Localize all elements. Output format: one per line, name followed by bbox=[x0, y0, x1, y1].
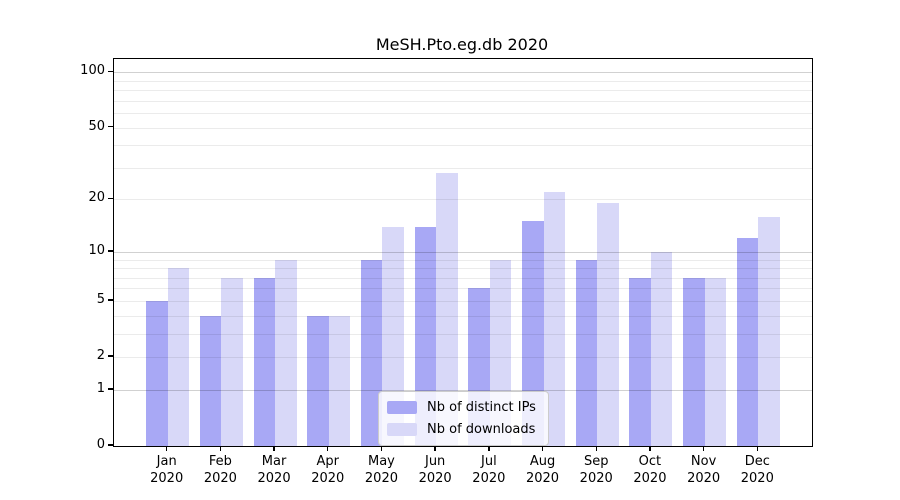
x-tick-label-sep: Sep 2020 bbox=[579, 454, 613, 486]
x-tick-label-nov: Nov 2020 bbox=[687, 454, 721, 486]
y-tick-label-2: 2 bbox=[96, 348, 105, 364]
bar-distinct-ips-jan bbox=[146, 300, 168, 446]
x-tick-nov bbox=[702, 446, 705, 452]
legend-item-distinct-ips: Nb of distinct IPs bbox=[387, 398, 536, 417]
gridline-80 bbox=[114, 90, 812, 92]
y-tick-20 bbox=[108, 197, 113, 200]
y-tick-10 bbox=[108, 250, 113, 252]
y-tick-label-5: 5 bbox=[96, 291, 105, 307]
x-tick-label-jun: Jun 2020 bbox=[418, 454, 452, 486]
legend-label-downloads: Nb of downloads bbox=[427, 422, 536, 437]
gridline-30 bbox=[114, 167, 812, 169]
chart-title: MeSH.Pto.eg.db 2020 bbox=[375, 35, 549, 54]
x-tick-aug bbox=[541, 446, 544, 452]
bar-distinct-ips-apr bbox=[307, 315, 329, 446]
bar-distinct-ips-dec bbox=[736, 238, 759, 446]
x-tick-label-jul: Jul 2020 bbox=[472, 454, 506, 486]
y-tick-label-1: 1 bbox=[96, 380, 105, 396]
x-tick-sep bbox=[595, 446, 597, 452]
gridline-20 bbox=[114, 199, 812, 201]
y-tick-label-10: 10 bbox=[88, 242, 105, 258]
bar-downloads-jun bbox=[436, 173, 458, 446]
x-tick-apr bbox=[327, 446, 329, 452]
gridline-8 bbox=[114, 268, 812, 270]
bar-distinct-ips-may bbox=[360, 259, 383, 446]
y-tick-50 bbox=[108, 125, 113, 128]
gridline-70 bbox=[114, 100, 812, 102]
gridline-100 bbox=[114, 72, 812, 74]
x-tick-label-may: May 2020 bbox=[364, 454, 398, 486]
gridline-60 bbox=[114, 113, 812, 115]
bar-downloads-sep bbox=[597, 203, 619, 446]
bar-downloads-feb bbox=[221, 277, 243, 446]
gridline-10 bbox=[114, 251, 812, 253]
bar-downloads-dec bbox=[758, 216, 780, 446]
x-tick-label-apr: Apr 2020 bbox=[311, 454, 345, 486]
x-tick-oct bbox=[649, 446, 651, 452]
y-tick-label-100: 100 bbox=[80, 63, 105, 79]
bar-downloads-mar bbox=[275, 259, 297, 446]
x-tick-label-dec: Dec 2020 bbox=[740, 454, 774, 486]
x-tick-jun bbox=[434, 446, 436, 452]
x-tick-mar bbox=[273, 446, 275, 452]
legend-label-distinct-ips: Nb of distinct IPs bbox=[427, 400, 536, 415]
bar-distinct-ips-sep bbox=[575, 259, 598, 446]
bar-distinct-ips-mar bbox=[253, 277, 276, 446]
y-tick-100 bbox=[108, 70, 113, 72]
legend-swatch-downloads bbox=[387, 423, 417, 436]
y-tick-label-0: 0 bbox=[96, 437, 105, 452]
bar-distinct-ips-aug bbox=[522, 221, 544, 446]
x-tick-jan bbox=[165, 446, 168, 452]
gridline-50 bbox=[114, 127, 812, 129]
bar-distinct-ips-nov bbox=[683, 277, 705, 446]
gridline-9 bbox=[114, 259, 812, 261]
bar-distinct-ips-feb bbox=[199, 315, 222, 446]
legend-swatch-distinct-ips bbox=[387, 401, 417, 414]
gridline-90 bbox=[114, 80, 812, 82]
x-tick-jul bbox=[488, 446, 490, 452]
y-tick-0 bbox=[108, 444, 113, 446]
x-tick-label-aug: Aug 2020 bbox=[525, 454, 560, 486]
x-tick-feb bbox=[219, 446, 222, 452]
bar-downloads-nov bbox=[704, 277, 727, 446]
y-tick-label-20: 20 bbox=[88, 190, 105, 206]
legend: Nb of distinct IPs Nb of downloads bbox=[378, 391, 549, 446]
x-tick-label-jan: Jan 2020 bbox=[150, 454, 184, 486]
bar-distinct-ips-oct bbox=[629, 277, 651, 446]
y-tick-1 bbox=[108, 388, 113, 390]
x-tick-may bbox=[380, 446, 383, 452]
x-tick-label-oct: Oct 2020 bbox=[633, 454, 667, 486]
bar-downloads-oct bbox=[650, 251, 673, 446]
x-tick-label-mar: Mar 2020 bbox=[257, 454, 291, 486]
gridline-40 bbox=[114, 145, 812, 147]
legend-item-downloads: Nb of downloads bbox=[387, 420, 536, 439]
bar-downloads-jan bbox=[167, 268, 190, 446]
bar-downloads-apr bbox=[328, 315, 351, 446]
plot-area bbox=[113, 58, 813, 447]
x-tick-dec bbox=[756, 446, 758, 452]
y-tick-5 bbox=[108, 299, 113, 301]
y-tick-label-50: 50 bbox=[88, 118, 105, 134]
x-tick-label-feb: Feb 2020 bbox=[203, 454, 237, 486]
bar-downloads-aug bbox=[543, 192, 566, 446]
y-tick-2 bbox=[108, 355, 113, 357]
